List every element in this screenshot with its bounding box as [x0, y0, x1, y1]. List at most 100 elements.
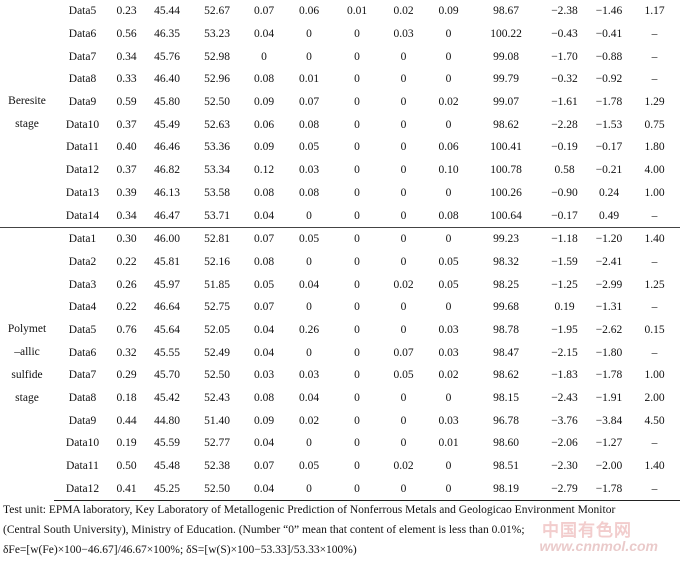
value-cell: 0 — [261, 50, 267, 63]
value-cell: 98.62 — [493, 369, 519, 382]
table-row: Polymet –allic sulfide stage Data1 0.30 46.00 5… — [0, 226, 680, 501]
value-cell: 45.80 — [154, 96, 180, 109]
value-cell: 100.78 — [490, 164, 522, 177]
value-cell: 53.36 — [204, 141, 230, 154]
sample-id-cell: Data11 — [66, 141, 99, 154]
value-cell: 52.43 — [204, 392, 230, 405]
sample-id-cell: Data7 — [68, 369, 97, 382]
value-cell: 46.82 — [154, 164, 180, 177]
value-cell: 0 — [400, 209, 407, 222]
value-cell: 52.98 — [204, 50, 230, 63]
value-cell: 0 — [286, 477, 332, 502]
value-cell: 45.55 — [154, 346, 180, 359]
value-cell: 0 — [382, 477, 425, 502]
value-cell: 45.64 — [154, 323, 180, 336]
value-cell: −2.99 — [595, 278, 623, 291]
value-cell: 0.41 — [111, 477, 142, 502]
value-cell: 45.48 — [154, 460, 180, 473]
value-cell: 0 — [400, 414, 407, 427]
value-cell: 0 — [445, 301, 452, 314]
value-cell: 0 — [354, 141, 360, 154]
value-cell: 1.40 — [644, 460, 665, 473]
value-cell: 1.00 — [644, 186, 665, 199]
sample-id-cell: Data10 — [65, 437, 100, 450]
value-cell: 100.41 — [490, 141, 522, 154]
value-cell: −0.43 — [551, 28, 578, 41]
sample-id-cell: Data7 — [68, 50, 97, 63]
value-cell: −2.41 — [595, 255, 623, 268]
value-cell: 53.23 — [204, 28, 230, 41]
sample-id-cell: Data6 — [68, 346, 97, 359]
value-cell: 0.08 — [438, 209, 459, 222]
value-cell: 0 — [445, 118, 452, 131]
value-cell: 0.06 — [253, 118, 275, 131]
table-row: Data7 0.34 45.76 52.98 0 0 0 0 0 99.08 −1.70 −0.88 – — [0, 45, 680, 68]
value-cell: 0.26 — [298, 323, 320, 336]
value-cell: −1.59 — [551, 255, 578, 268]
value-cell: −1.83 — [551, 369, 578, 382]
sample-id-cell: Data12 — [54, 477, 111, 502]
value-cell: 0 — [400, 118, 407, 131]
value-cell: 0 — [306, 209, 312, 222]
value-cell: −1.95 — [551, 323, 578, 336]
value-cell: 0 — [354, 96, 360, 109]
table-row: Data7 0.29 45.70 52.50 0.03 0.03 0 0.05 0.02 98.6… — [0, 364, 680, 387]
value-cell: 0 — [354, 414, 360, 427]
table-row: Data12 0.41 45.25 52.50 0.04 0 0 0 0 98.19 −2.79 −1… — [0, 477, 680, 502]
value-cell: 0.58 — [554, 164, 575, 177]
value-cell: 53.71 — [204, 209, 230, 222]
value-cell: 0.05 — [393, 369, 414, 382]
value-cell: 46.00 — [142, 226, 192, 251]
value-cell: 0 — [354, 437, 360, 450]
value-cell: −0.32 — [551, 73, 578, 86]
value-cell: 0 — [354, 186, 360, 199]
value-cell: 0 — [332, 226, 382, 251]
value-cell: 46.47 — [154, 209, 180, 222]
footnote-line-2: (Central South University), Ministry of … — [3, 524, 525, 536]
value-cell: 0 — [400, 164, 407, 177]
sample-id-cell: Data6 — [68, 28, 97, 41]
value-cell: 0 — [354, 369, 360, 382]
value-cell: −0.92 — [595, 73, 623, 86]
value-cell: 46.46 — [154, 141, 180, 154]
value-cell: −1.31 — [595, 301, 623, 314]
sample-id-cell: Data1 — [54, 226, 111, 251]
table-row: Beresite stage Data5 0.23 45.44 52.67 0.07 0.06… — [0, 0, 680, 130]
watermark-logo-text: 中国有色网 — [542, 521, 632, 540]
value-cell: 0.02 — [393, 5, 414, 18]
value-cell: 0 — [445, 50, 452, 63]
value-cell: −2.43 — [551, 392, 578, 405]
value-cell: 45.59 — [154, 437, 180, 450]
value-cell: −3.84 — [595, 414, 623, 427]
value-cell: 0 — [354, 301, 360, 314]
value-cell: 52.81 — [192, 226, 242, 251]
value-cell: −2.30 — [551, 460, 578, 473]
value-cell: 46.40 — [154, 73, 180, 86]
value-cell: −0.41 — [595, 28, 623, 41]
value-cell: – — [651, 73, 658, 86]
value-cell: 0.04 — [298, 392, 320, 405]
value-cell: 0.29 — [116, 369, 137, 382]
table-row: Data13 0.39 46.13 53.58 0.08 0.08 0 0 0 100.26 −0.… — [0, 182, 680, 205]
stage-label-cell: Beresite stage — [0, 0, 54, 227]
value-cell: 0 — [306, 301, 312, 314]
value-cell: 0.32 — [116, 346, 137, 359]
value-cell: 0.75 — [644, 118, 665, 131]
sample-id-cell: Data11 — [66, 460, 99, 473]
value-cell: 0.30 — [111, 226, 142, 251]
value-cell: 0.01 — [298, 73, 320, 86]
value-cell: 0.09 — [253, 96, 275, 109]
value-cell: −2.00 — [595, 460, 623, 473]
value-cell: 0.19 — [116, 437, 137, 450]
stage-label-line: –allic — [14, 346, 40, 359]
value-cell: 0.07 — [253, 460, 275, 473]
value-cell: −3.76 — [551, 414, 578, 427]
value-cell: 0.09 — [253, 414, 275, 427]
value-cell: 52.38 — [204, 460, 230, 473]
value-cell: – — [629, 477, 680, 502]
value-cell: −1.70 — [551, 50, 578, 63]
table-row: Data6 0.32 45.55 52.49 0.04 0 0 0.07 0.03 98.47 −2… — [0, 341, 680, 364]
value-cell: 0.07 — [393, 346, 414, 359]
value-cell: 99.79 — [493, 73, 519, 86]
value-cell: 98.62 — [493, 118, 519, 131]
